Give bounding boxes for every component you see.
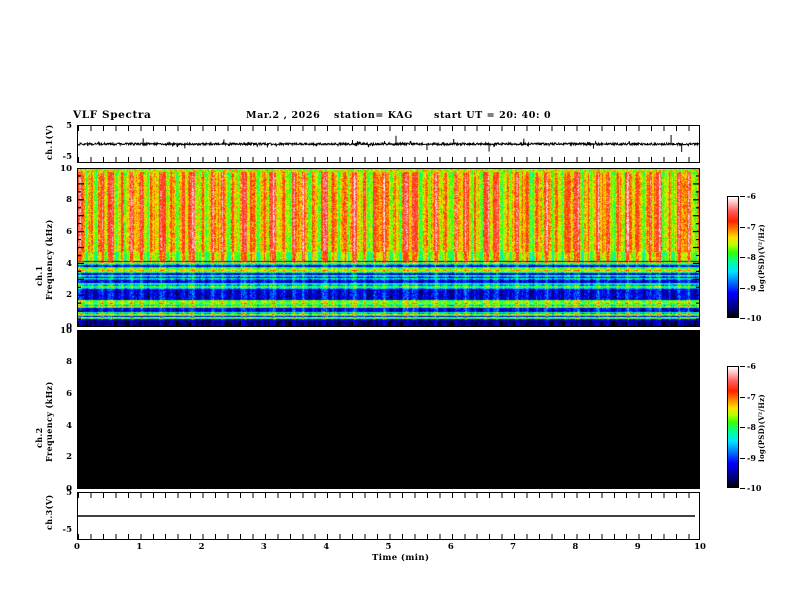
x-tick-2: 2 [198, 542, 205, 552]
ch1-waveform-trace [78, 135, 699, 152]
colorbar-tick--6: -6 [747, 191, 756, 201]
colorbar-tickmark [740, 196, 745, 197]
colorbar-tickmark [740, 366, 745, 367]
ch3v-axis-title: ch.3(V) [44, 494, 54, 530]
ch1spec-axis-title-line2: Frequency (kHz) [44, 219, 54, 300]
colorbar-ch2 [727, 366, 739, 488]
colorbar-tickmark [740, 318, 745, 319]
colorbar-tickmark [740, 226, 745, 228]
ch1spec-tick-8: 8 [66, 195, 72, 205]
x-tick-4: 4 [323, 542, 330, 552]
ch1spec-tick-10: 10 [60, 164, 72, 174]
colorbar-tickmark [740, 257, 745, 258]
panel-ch2-spectrogram [77, 330, 700, 489]
ch2spec-tick-2: 2 [66, 452, 72, 462]
start-ut-label: start UT = 20: 40: 0 [434, 110, 552, 121]
colorbar-ch1-title: log(PSD)(V²/Hz) [757, 223, 766, 292]
ch2spec-tick-4: 4 [66, 421, 72, 431]
colorbar-tick--10: -10 [747, 313, 762, 323]
ch2spec-axis-title-line2: Frequency (kHz) [44, 381, 54, 462]
x-tick-3: 3 [260, 542, 267, 552]
panel-ch1-spectrogram [77, 168, 700, 327]
ch1-spectrogram-image [78, 169, 699, 326]
ch2spec-tick-10: 10 [60, 326, 72, 336]
ch2spec-tick-8: 8 [66, 357, 72, 367]
ch2spec-axis-title-line1: ch.2 [34, 427, 44, 448]
ch1v-axis-title: ch.1(V) [44, 124, 54, 160]
colorbar-tick--9: -9 [747, 282, 756, 293]
x-tick-7: 7 [510, 542, 517, 552]
ch3v-tick-5: 5 [66, 488, 72, 498]
colorbar-ch2-title: log(PSD)(V²/Hz) [757, 393, 766, 462]
ch2spec-tick-0: 0 [66, 484, 72, 494]
ch3-waveform-trace [78, 515, 696, 517]
x-axis-title: Time (min) [372, 553, 430, 563]
x-tick-9: 9 [634, 542, 641, 552]
colorbar-tick--10: -10 [747, 483, 762, 493]
ch1spec-axis-title-line1: ch.1 [34, 265, 44, 286]
x-tick-5: 5 [385, 542, 392, 552]
colorbar-tickmark [740, 457, 745, 459]
x-tick-8: 8 [572, 542, 579, 552]
colorbar-tickmark [740, 427, 745, 428]
page-title: VLF Spectra [73, 109, 152, 121]
ch3v-tick-m5: -5 [62, 525, 72, 535]
ch1spec-tick-4: 4 [66, 259, 72, 269]
colorbar-tick--9: -9 [747, 452, 756, 463]
x-tick-1: 1 [136, 542, 143, 552]
colorbar-tick--8: -8 [747, 252, 756, 262]
ch1v-tick-5: 5 [66, 121, 72, 131]
ch2spec-tick-6: 6 [66, 389, 72, 399]
colorbar-tickmark [740, 287, 745, 289]
ch1v-tick-m5: -5 [62, 152, 72, 162]
ch1spec-tick-6: 6 [66, 227, 72, 237]
ch1spec-tick-0: 0 [66, 322, 72, 332]
colorbar-tick--8: -8 [747, 422, 756, 432]
colorbar-tick--7: -7 [747, 391, 756, 402]
station-label: station= KAG [334, 110, 413, 121]
ch2spec-bottom-ticks [78, 483, 699, 488]
x-tick-6: 6 [447, 542, 454, 552]
colorbar-tickmark [740, 488, 745, 489]
x-tick-10: 10 [694, 542, 706, 552]
panel-ch3-waveform [77, 492, 700, 540]
x-tick-0: 0 [74, 542, 80, 552]
panel-ch1-waveform [77, 125, 700, 163]
ch1spec-tick-2: 2 [66, 290, 72, 300]
colorbar-tick--6: -6 [747, 361, 756, 371]
colorbar-tick--7: -7 [747, 221, 756, 232]
colorbar-tickmark [740, 396, 745, 398]
observation-date: Mar.2 , 2026 [246, 110, 321, 121]
colorbar-ch1 [727, 196, 739, 318]
